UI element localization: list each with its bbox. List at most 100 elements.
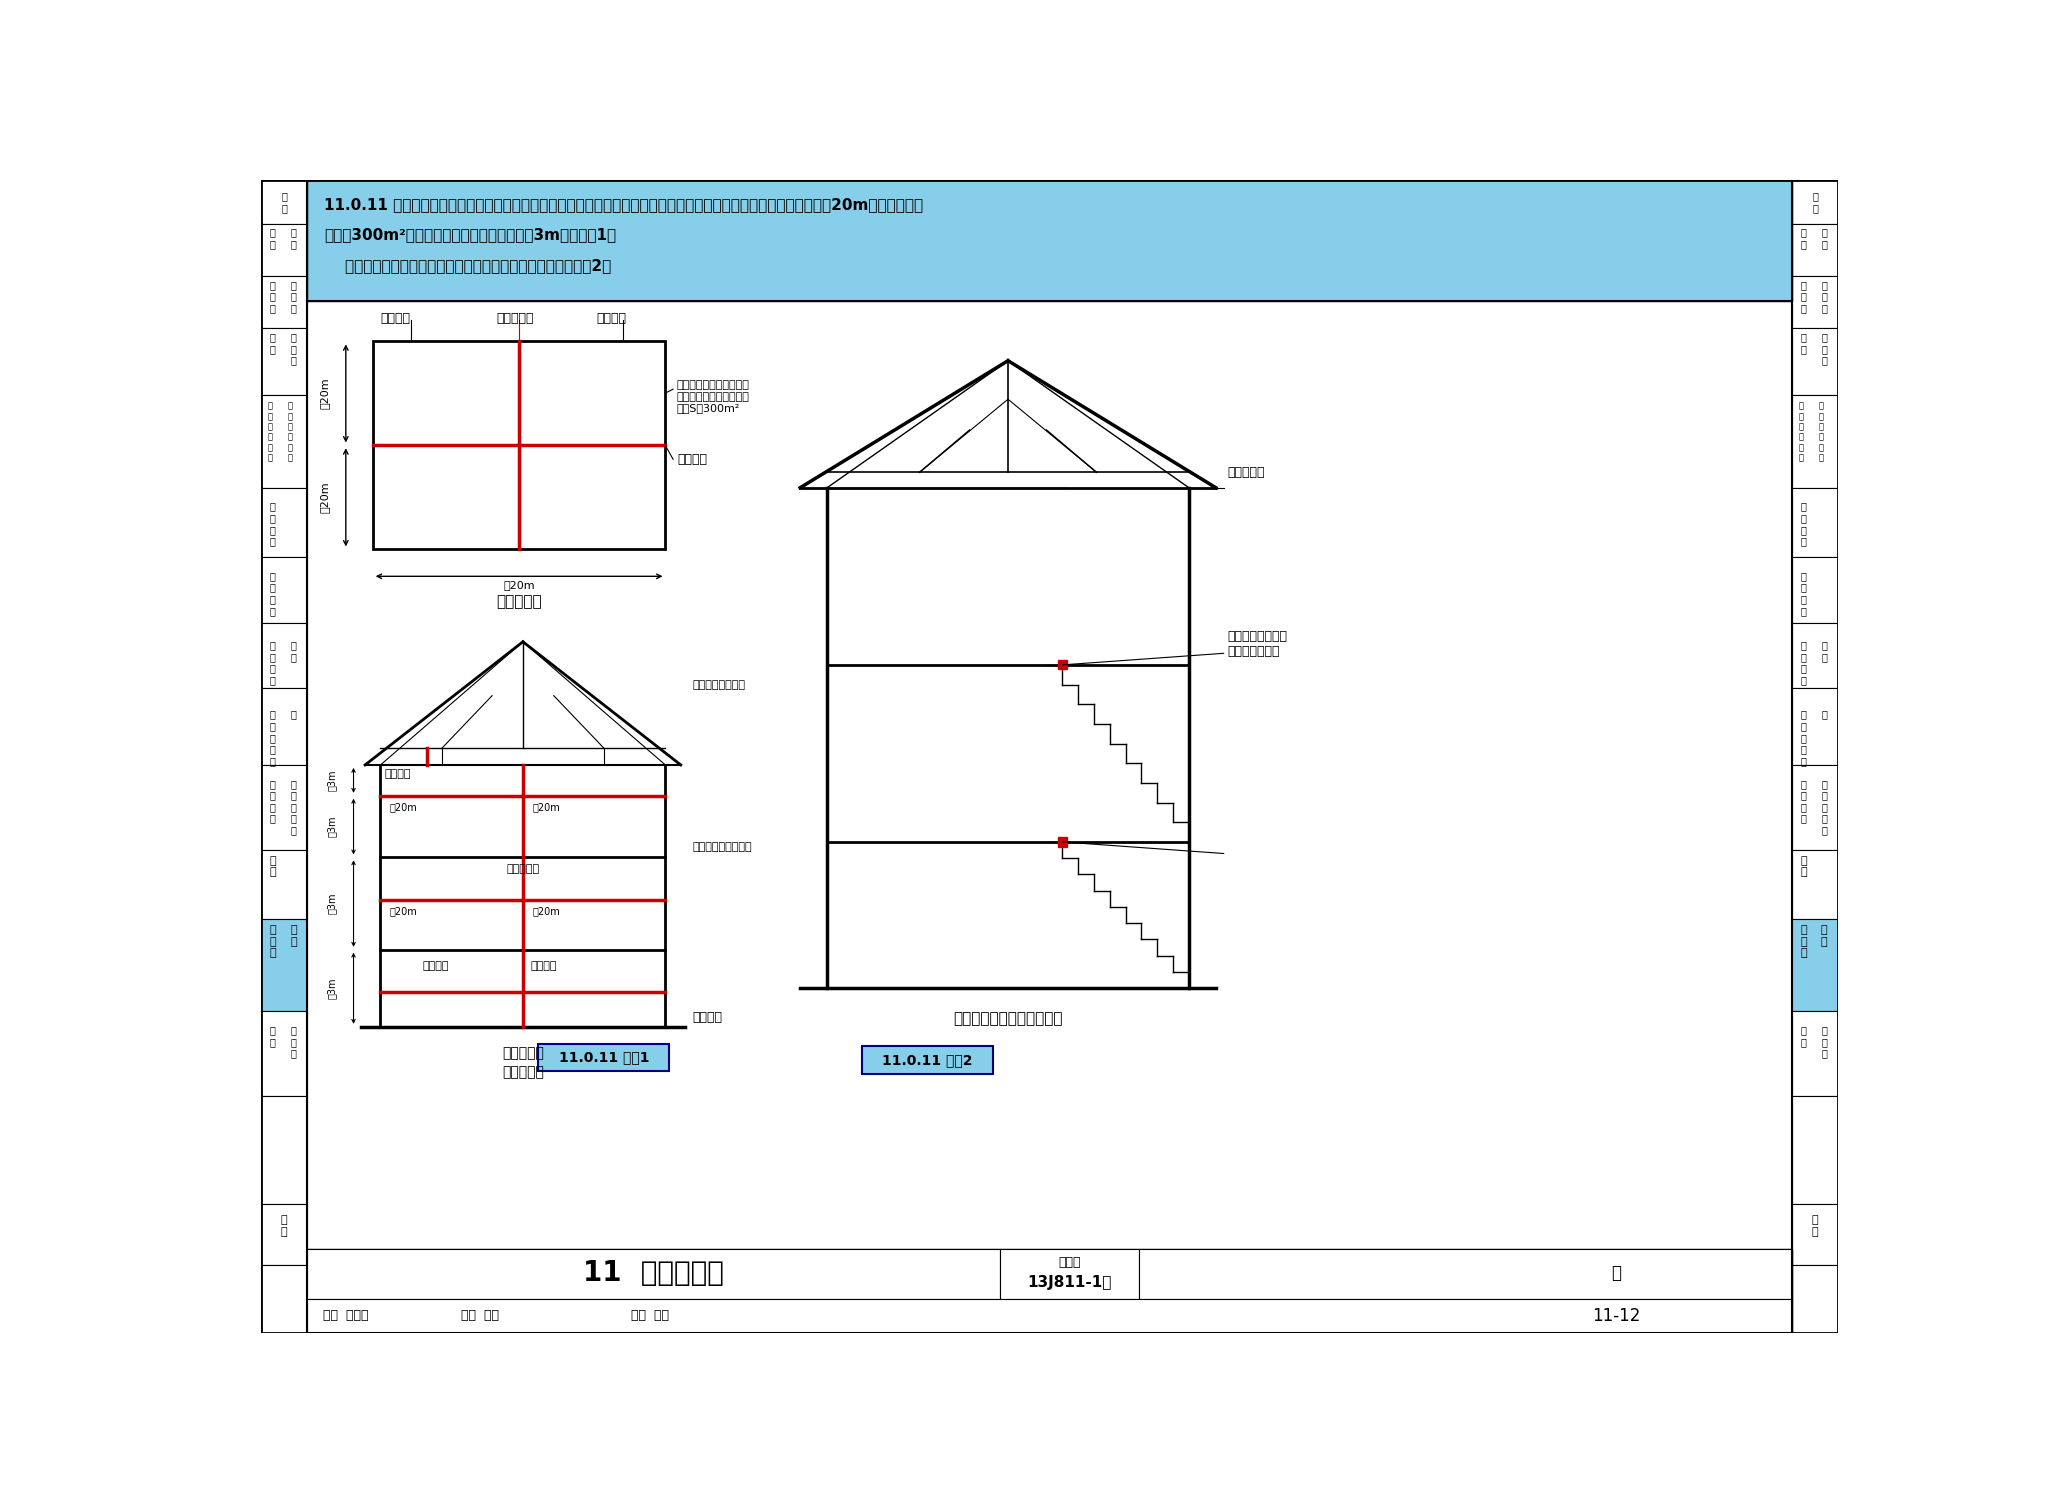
Text: 民
用
建
筑: 民 用 建 筑 <box>270 502 276 547</box>
Text: 轻型木结构建筑的每层楼梯梁处应采取防火分隔措施。【图示2】: 轻型木结构建筑的每层楼梯梁处应采取防火分隔措施。【图示2】 <box>324 258 612 273</box>
Text: 封闭吊顶: 封闭吊顶 <box>530 962 557 971</box>
Bar <box>1792 557 1839 623</box>
Text: 防火分隔: 防火分隔 <box>692 1011 723 1025</box>
Text: 和
河
道
材
料
场: 和 河 道 材 料 场 <box>1819 401 1823 463</box>
Text: ＜20m: ＜20m <box>389 906 418 915</box>
Text: 设
施: 设 施 <box>291 640 297 662</box>
Text: 厂
房: 厂 房 <box>270 333 276 354</box>
Text: ＜3m: ＜3m <box>328 816 338 837</box>
Text: 木
结
构: 木 结 构 <box>270 926 276 959</box>
Bar <box>1792 765 1839 849</box>
Text: 轻型木结构建筑剖面示意图: 轻型木结构建筑剖面示意图 <box>952 1011 1063 1026</box>
Text: 说
明: 说 明 <box>291 228 297 249</box>
Text: 和
仓
库: 和 仓 库 <box>291 333 297 366</box>
Text: 消
防
设
置
施: 消 防 设 置 施 <box>1800 710 1806 765</box>
Bar <box>373 342 666 550</box>
Text: 屋顶下的密闭空间: 屋顶下的密闭空间 <box>692 680 745 691</box>
Bar <box>262 765 307 849</box>
Text: 的: 的 <box>1821 710 1827 719</box>
Text: 目
录: 目 录 <box>281 192 287 213</box>
Text: 目
录: 目 录 <box>1812 192 1819 213</box>
Bar <box>1792 395 1839 488</box>
Text: 校对  吴颖: 校对 吴颖 <box>461 1309 500 1323</box>
Text: 说
明: 说 明 <box>1821 228 1827 249</box>
Text: 总
术
符: 总 术 符 <box>1800 280 1806 313</box>
Text: 和
空
气
调
节: 和 空 气 调 节 <box>1821 779 1827 836</box>
Bar <box>1059 661 1067 670</box>
Bar <box>262 1097 307 1204</box>
Text: 每层楼梯梁处应采
取防火分隔措施: 每层楼梯梁处应采 取防火分隔措施 <box>1227 631 1288 658</box>
Text: ＜3m: ＜3m <box>328 770 338 791</box>
Text: 木结构墙体: 木结构墙体 <box>1227 466 1266 479</box>
Text: 11.0.11 图示1: 11.0.11 图示1 <box>559 1050 649 1065</box>
Text: 审核  蔡昭昀: 审核 蔡昭昀 <box>324 1309 369 1323</box>
Bar <box>262 276 307 328</box>
Text: 防火分隔: 防火分隔 <box>422 962 449 971</box>
Text: 木结构建筑: 木结构建筑 <box>502 1046 545 1061</box>
Text: 通
隧
道: 通 隧 道 <box>291 1025 297 1059</box>
Text: 剖面示意图: 剖面示意图 <box>502 1065 545 1079</box>
Text: 厂
房: 厂 房 <box>1800 333 1806 354</box>
Text: ＜20m: ＜20m <box>389 801 418 812</box>
Bar <box>999 1248 1139 1299</box>
Text: 供
暖
通
风: 供 暖 通 风 <box>1800 779 1806 824</box>
Text: 木
结
构: 木 结 构 <box>1800 926 1806 959</box>
Bar <box>1792 276 1839 328</box>
Text: 11.0.11 木结构墙体、楼板及封闭吊顶或屋顶下的密闭空间内应采取防火分隔措施，且水平分隔长度或宽度均不应大于20m，建筑面积不: 11.0.11 木结构墙体、楼板及封闭吊顶或屋顶下的密闭空间内应采取防火分隔措施… <box>324 196 924 211</box>
Text: ＜20m: ＜20m <box>532 906 559 915</box>
Bar <box>262 328 307 395</box>
Text: 建
筑
构
造: 建 筑 构 造 <box>1800 571 1806 616</box>
Text: 11  木结构建筑: 11 木结构建筑 <box>584 1260 725 1287</box>
Bar <box>262 918 307 1011</box>
Text: 附
录: 附 录 <box>1812 1215 1819 1237</box>
Bar <box>1139 1248 1792 1299</box>
Bar <box>307 1299 1792 1333</box>
Text: 木结构墙体: 木结构墙体 <box>496 312 532 325</box>
Text: 和
仓
库: 和 仓 库 <box>1821 333 1827 366</box>
Bar <box>539 1044 670 1071</box>
Text: 供
暖
通
风: 供 暖 通 风 <box>270 779 276 824</box>
Text: 应大于300m²，墙体的竖向分隔高度不应大于3m。【图示1】: 应大于300m²，墙体的竖向分隔高度不应大于3m。【图示1】 <box>324 228 616 243</box>
Text: 甲
乙
丙
闻
建
区: 甲 乙 丙 闻 建 区 <box>1798 401 1804 463</box>
Text: ＜20m: ＜20m <box>504 580 535 590</box>
Text: 总
术
符: 总 术 符 <box>270 280 276 313</box>
Bar <box>307 1248 999 1299</box>
Text: 木结构墙体、楼板及封闭
吊顶或屋顶下的密闭空间
面积S＜300m²: 木结构墙体、楼板及封闭 吊顶或屋顶下的密闭空间 面积S＜300m² <box>678 380 750 413</box>
Text: 11.0.11 图示2: 11.0.11 图示2 <box>883 1053 973 1067</box>
Text: 防火分隔: 防火分隔 <box>381 312 410 325</box>
Text: 页: 页 <box>1612 1264 1622 1282</box>
Text: 13J811-1改: 13J811-1改 <box>1028 1275 1112 1290</box>
Bar <box>1792 623 1839 688</box>
Text: 和
空
气
调
节: 和 空 气 调 节 <box>291 779 297 836</box>
Bar <box>262 180 307 223</box>
Text: 木结构墙体密闭空间: 木结构墙体密闭空间 <box>692 842 752 852</box>
Text: 编
制: 编 制 <box>1800 228 1806 249</box>
Bar <box>1792 918 1839 1011</box>
Bar <box>1792 1204 1839 1266</box>
Text: 编
制: 编 制 <box>270 228 276 249</box>
Bar <box>307 180 1792 301</box>
Bar <box>1792 1097 1839 1204</box>
Bar <box>262 488 307 557</box>
Text: 甲
乙
丙
闻
建
区: 甲 乙 丙 闻 建 区 <box>268 401 272 463</box>
Text: 电
气: 电 气 <box>1800 855 1806 878</box>
Text: 木结构楼板: 木结构楼板 <box>506 863 539 873</box>
Bar <box>262 1011 307 1097</box>
Text: ＜20m: ＜20m <box>319 377 330 409</box>
Bar <box>1792 1266 1839 1333</box>
Bar <box>862 1046 993 1074</box>
Bar <box>1792 688 1839 765</box>
Bar <box>1792 488 1839 557</box>
Bar <box>262 849 307 918</box>
Bar <box>1792 328 1839 395</box>
Text: 民
用
建
筑: 民 用 建 筑 <box>1800 502 1806 547</box>
Bar <box>262 557 307 623</box>
Bar <box>1792 180 1839 223</box>
Text: ＜20m: ＜20m <box>532 801 559 812</box>
Text: 电
气: 电 气 <box>270 855 276 878</box>
Text: ＜20m: ＜20m <box>319 481 330 512</box>
Text: 消
防
设
置
施: 消 防 设 置 施 <box>270 710 276 765</box>
Text: 设计  林菊: 设计 林菊 <box>631 1309 670 1323</box>
Bar <box>262 623 307 688</box>
Bar <box>1059 837 1067 846</box>
